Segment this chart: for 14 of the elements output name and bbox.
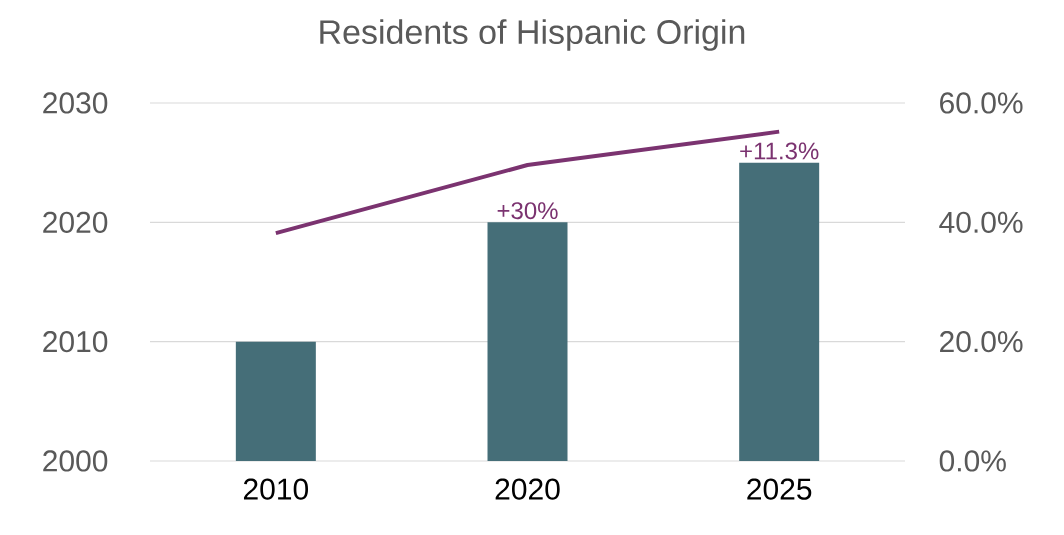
- y2-tick-label: 40.0%: [939, 211, 1023, 233]
- y-tick-label: 2030: [43, 92, 108, 114]
- chart-title: Residents of Hispanic Origin: [320, 19, 745, 51]
- y-tick-label: 2010: [43, 331, 108, 353]
- y-tick-label: 2020: [43, 211, 108, 233]
- y-tick-label: 2000: [43, 450, 108, 472]
- y2-tick-label: 20.0%: [940, 331, 1023, 353]
- annotation: +11.3%: [740, 142, 819, 160]
- y2-tick-label: 0.0%: [939, 450, 1006, 472]
- y2-tick-label: 60.0%: [940, 92, 1023, 114]
- x-tick-label: 2025: [747, 478, 812, 500]
- x-tick-label: 2010: [243, 478, 309, 500]
- x-tick-label: 2020: [495, 478, 560, 500]
- annotation: +30%: [497, 202, 558, 220]
